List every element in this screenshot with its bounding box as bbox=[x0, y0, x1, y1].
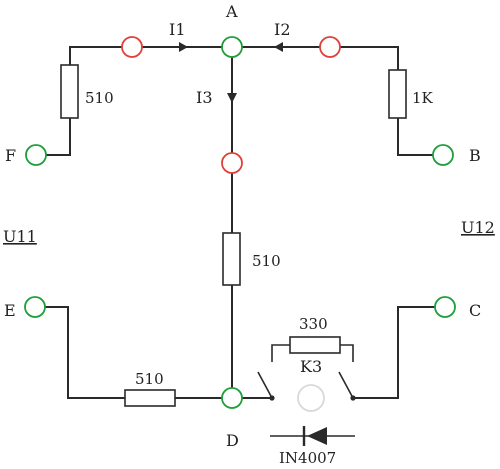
diode-in4007 bbox=[270, 426, 355, 446]
label-current-i1: I1 bbox=[169, 20, 186, 39]
label-node-b: B bbox=[469, 146, 481, 165]
measure-point-i3[interactable] bbox=[221, 152, 243, 174]
labels: A B C D E F I1 I2 I3 510 1K 510 510 330 … bbox=[3, 2, 495, 467]
switch-k3 bbox=[257, 371, 356, 412]
measure-point-i1[interactable] bbox=[121, 36, 143, 58]
switch-k3-knob[interactable] bbox=[297, 384, 325, 412]
arrow-i2 bbox=[274, 42, 283, 52]
arrow-i1 bbox=[179, 42, 188, 52]
measure-point-i2[interactable] bbox=[319, 36, 341, 58]
label-source-u11: U11 bbox=[3, 227, 37, 246]
node-a[interactable] bbox=[221, 36, 243, 58]
resistor-left-top bbox=[60, 64, 79, 119]
label-node-c: C bbox=[469, 301, 481, 320]
label-node-a: A bbox=[225, 2, 238, 21]
terminal-f[interactable] bbox=[25, 144, 47, 166]
label-resistor-left-top: 510 bbox=[85, 89, 114, 107]
label-node-d: D bbox=[226, 431, 239, 450]
terminals bbox=[24, 36, 456, 409]
resistor-right-top bbox=[388, 69, 407, 119]
label-current-i3: I3 bbox=[196, 88, 213, 107]
current-arrows bbox=[179, 42, 283, 103]
terminal-c[interactable] bbox=[434, 296, 456, 318]
resistor-center bbox=[222, 232, 241, 286]
label-diode: IN4007 bbox=[279, 449, 336, 467]
terminal-b[interactable] bbox=[432, 144, 454, 166]
measure-points bbox=[121, 36, 341, 174]
label-node-f: F bbox=[5, 146, 16, 165]
label-current-i2: I2 bbox=[274, 20, 291, 39]
resistors bbox=[60, 64, 407, 407]
terminal-e[interactable] bbox=[24, 296, 46, 318]
arrow-i3 bbox=[227, 93, 237, 103]
label-source-u12: U12 bbox=[461, 218, 495, 237]
label-resistor-bottom-left: 510 bbox=[135, 370, 164, 388]
label-switch-k3: K3 bbox=[300, 357, 322, 376]
label-resistor-center: 510 bbox=[252, 252, 281, 270]
node-d[interactable] bbox=[221, 387, 243, 409]
label-resistor-switch-bridge: 330 bbox=[299, 315, 328, 333]
resistor-bottom-left bbox=[124, 389, 176, 407]
label-resistor-right-top: 1K bbox=[412, 89, 434, 107]
wires bbox=[36, 46, 436, 399]
label-node-e: E bbox=[4, 301, 16, 320]
resistor-switch-bridge bbox=[289, 336, 341, 354]
